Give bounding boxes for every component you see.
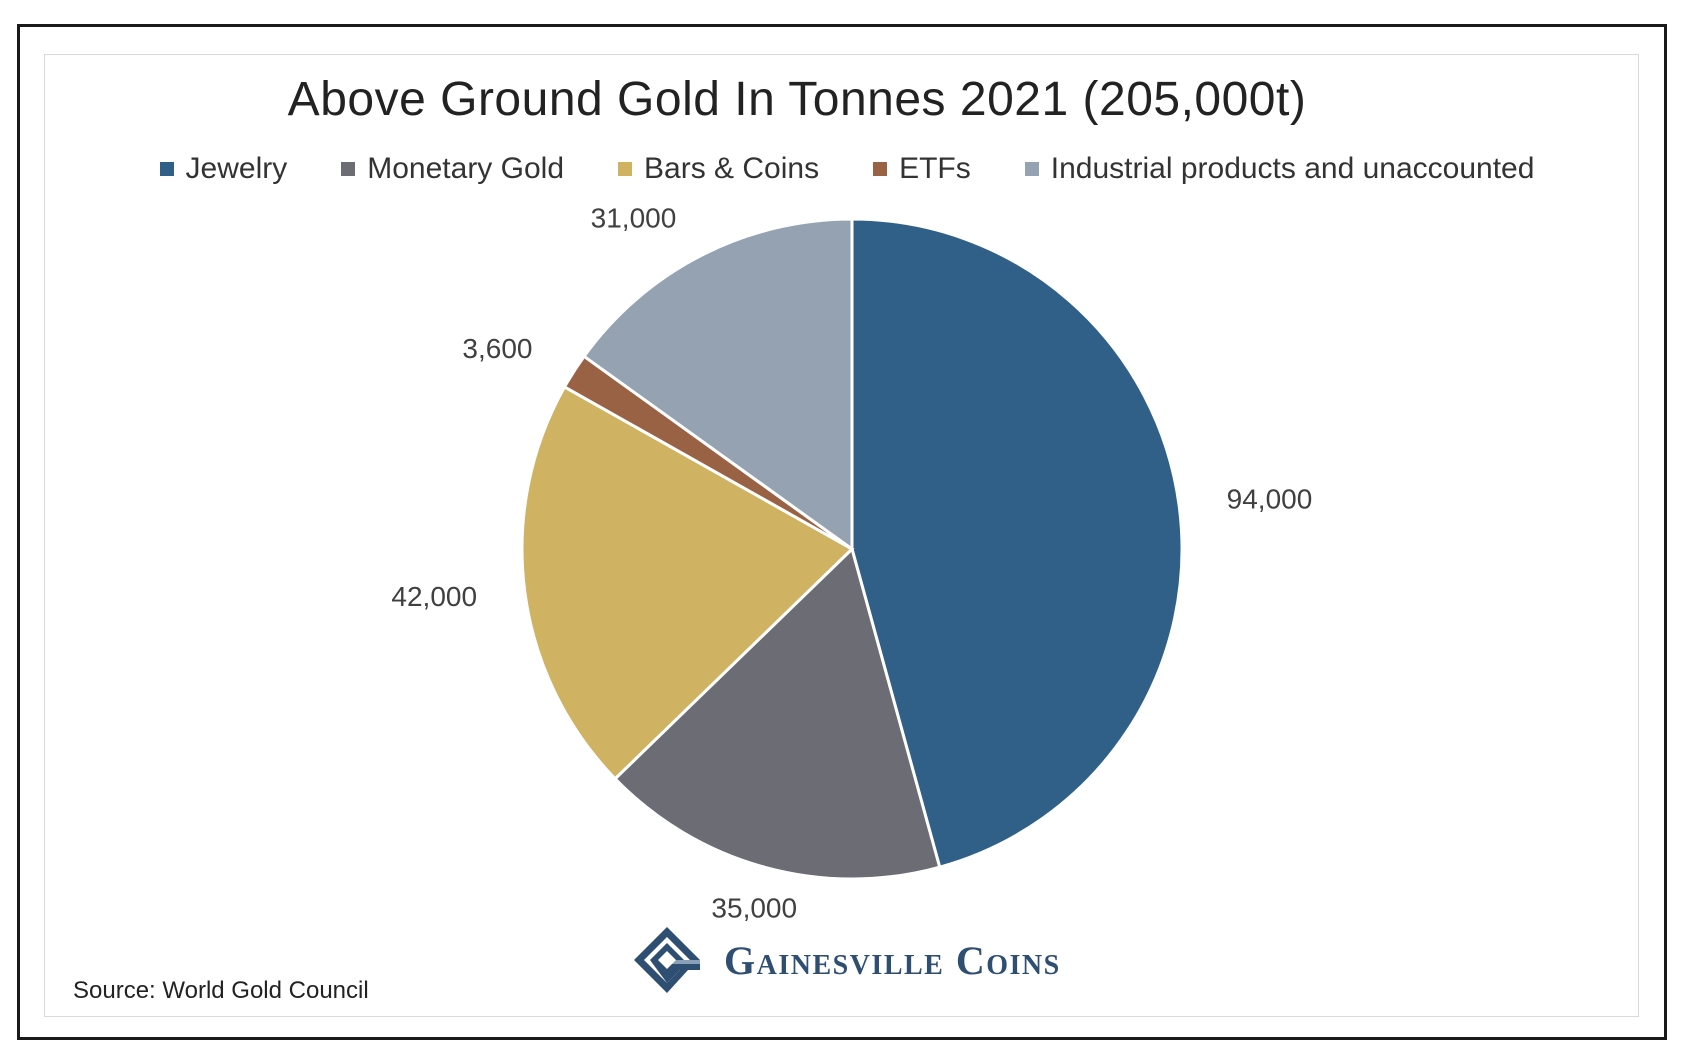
legend-label: Industrial products and unaccounted: [1050, 152, 1535, 185]
legend-item: Industrial products and unaccounted: [1024, 152, 1535, 186]
legend-item: Monetary Gold: [341, 152, 564, 186]
pie-slice-bars-coins: [520, 384, 855, 781]
legend-item: Jewelry: [159, 152, 288, 186]
legend-item: ETFs: [873, 152, 971, 186]
pie-slice-industrial-products-and-unaccounted: [581, 217, 854, 552]
legend-swatch: [159, 162, 174, 176]
data-label: 35,000: [711, 892, 797, 923]
chart-plot-area: [44, 54, 1639, 1017]
legend-label: Bars & Coins: [644, 152, 820, 185]
chart-legend: Jewelry Monetary Gold Bars & Coins ETFs Indu…: [0, 152, 1684, 186]
legend-swatch: [873, 162, 888, 176]
brand-logo: Gainesville Coins: [632, 925, 1061, 995]
gainesville-coins-logo-icon: [634, 927, 700, 993]
source-note: Source: World Gold Council: [73, 977, 369, 1004]
legend-label: Monetary Gold: [367, 152, 565, 185]
brand-name: Gainesville Coins: [724, 937, 1061, 983]
legend-label: Jewelry: [185, 152, 288, 185]
legend-item: Bars & Coins: [618, 152, 819, 186]
data-label: 3,600: [462, 333, 532, 364]
data-label: 42,000: [391, 581, 477, 612]
legend-label: ETFs: [899, 152, 971, 185]
pie-slice-jewelry: [850, 217, 1184, 869]
chart-title: Above Ground Gold In Tonnes 2021 (205,00…: [287, 73, 1307, 126]
legend-swatch: [618, 162, 633, 176]
legend-swatch: [1024, 162, 1039, 176]
data-label: 31,000: [591, 202, 677, 233]
pie-slice-monetary-gold: [612, 546, 942, 881]
legend-swatch: [341, 162, 356, 176]
data-label: 94,000: [1227, 484, 1313, 515]
